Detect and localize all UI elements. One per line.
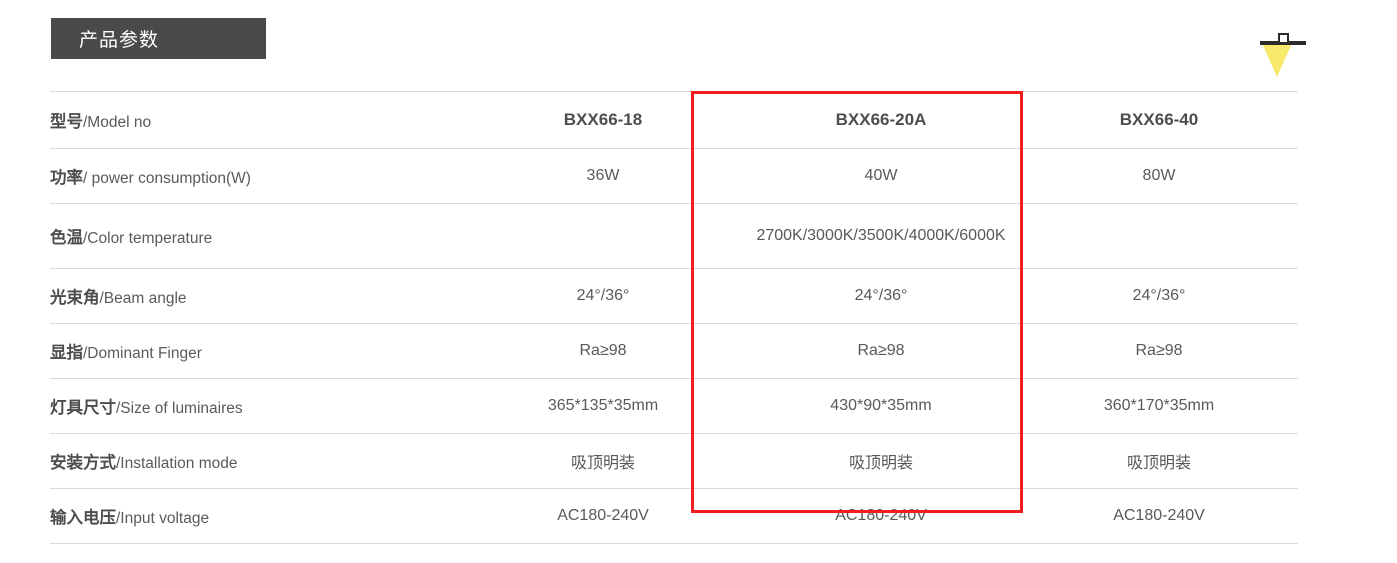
table-row: 灯具尺寸/Size of luminaires 365*135*35mm 430… [50,378,1298,434]
cell-color-temperature-bxx66-18 [464,203,742,269]
row-label-installation-mode: 安装方式/Installation mode [50,433,464,489]
product-spec-table: 型号/Model no BXX66-18 BXX66-20A BXX66-40 … [50,91,1298,544]
cell-power-bxx66-18: 36W [464,148,742,204]
row-label-cn: 显指 [50,344,83,362]
row-label-input-voltage: 输入电压/Input voltage [50,488,464,544]
cell-size-bxx66-18: 365*135*35mm [464,378,742,434]
cell-color-temperature-bxx66-40 [1020,203,1298,269]
table-row: 功率/ power consumption(W) 36W 40W 80W [50,148,1298,204]
row-label-size: 灯具尺寸/Size of luminaires [50,378,464,434]
row-label-cn: 功率 [50,169,83,187]
row-label-en: / power consumption(W) [83,170,251,187]
row-label-en: /Installation mode [116,455,238,472]
cell-input-voltage-bxx66-18: AC180-240V [464,488,742,544]
row-label-model: 型号/Model no [50,91,464,149]
cell-power-bxx66-40: 80W [1020,148,1298,204]
cell-size-bxx66-40: 360*170*35mm [1020,378,1298,434]
row-label-cri: 显指/Dominant Finger [50,323,464,379]
cell-model-bxx66-20a: BXX66-20A [742,91,1020,149]
row-label-cn: 安装方式 [50,454,116,472]
row-label-color-temperature: 色温/Color temperature [50,203,464,269]
table-row: 输入电压/Input voltage AC180-240V AC180-240V… [50,488,1298,544]
cell-model-bxx66-40: BXX66-40 [1020,91,1298,149]
row-label-power: 功率/ power consumption(W) [50,148,464,204]
cell-size-bxx66-20a: 430*90*35mm [742,378,1020,434]
row-label-cn: 型号 [50,113,83,131]
lamp-bar-icon [1260,41,1306,45]
cell-beam-angle-bxx66-40: 24°/36° [1020,268,1298,324]
row-label-en: /Dominant Finger [83,345,202,362]
cell-installation-mode-bxx66-18: 吸顶明装 [464,433,742,489]
page-title-badge: 产品参数 [51,18,266,59]
table-row: 显指/Dominant Finger Ra≥98 Ra≥98 Ra≥98 [50,323,1298,379]
row-label-en: /Beam angle [99,290,187,307]
cell-installation-mode-bxx66-40: 吸顶明装 [1020,433,1298,489]
cell-input-voltage-bxx66-20a: AC180-240V [742,488,1020,544]
row-label-cn: 输入电压 [50,509,116,527]
cell-cri-bxx66-40: Ra≥98 [1020,323,1298,379]
row-label-en: /Size of luminaires [116,400,243,417]
cell-color-temperature-bxx66-20a: 2700K/3000K/3500K/4000K/6000K [742,203,1020,269]
table-row: 色温/Color temperature 2700K/3000K/3500K/4… [50,203,1298,269]
row-label-cn: 光束角 [50,289,100,307]
row-label-cn: 灯具尺寸 [50,399,116,417]
wall-lamp-icon [1258,32,1310,78]
page-header: 产品参数 [0,0,1397,80]
lamp-beam-icon [1262,44,1292,77]
row-label-beam-angle: 光束角/Beam angle [50,268,464,324]
page-title: 产品参数 [79,30,160,51]
cell-beam-angle-bxx66-18: 24°/36° [464,268,742,324]
table-row: 光束角/Beam angle 24°/36° 24°/36° 24°/36° [50,268,1298,324]
row-label-en: /Input voltage [116,510,210,527]
row-label-en: /Color temperature [83,230,213,247]
table-row: 型号/Model no BXX66-18 BXX66-20A BXX66-40 [50,91,1298,149]
cell-beam-angle-bxx66-20a: 24°/36° [742,268,1020,324]
cell-input-voltage-bxx66-40: AC180-240V [1020,488,1298,544]
table-row: 安装方式/Installation mode 吸顶明装 吸顶明装 吸顶明装 [50,433,1298,489]
cell-installation-mode-bxx66-20a: 吸顶明装 [742,433,1020,489]
cell-cri-bxx66-18: Ra≥98 [464,323,742,379]
cell-model-bxx66-18: BXX66-18 [464,91,742,149]
cell-cri-bxx66-20a: Ra≥98 [742,323,1020,379]
row-label-cn: 色温 [50,229,83,247]
lamp-mount-icon [1278,33,1289,42]
cell-power-bxx66-20a: 40W [742,148,1020,204]
row-label-en: /Model no [83,114,152,131]
